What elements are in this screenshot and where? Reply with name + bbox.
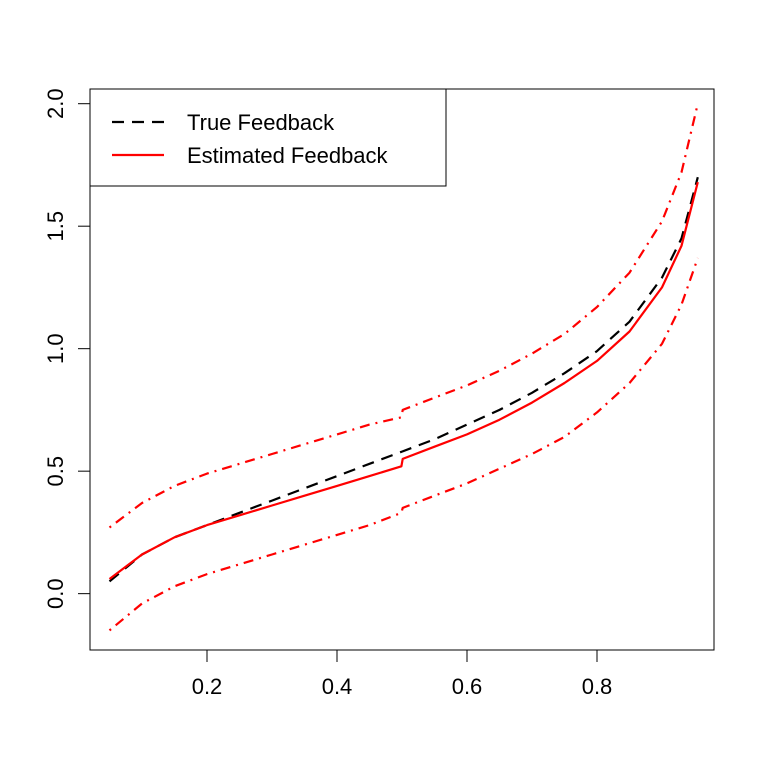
x-tick-label: 0.2 — [192, 674, 223, 699]
x-tick-label: 0.8 — [582, 674, 613, 699]
series-line-4 — [108, 257, 699, 632]
x-tick-label: 0.6 — [452, 674, 483, 699]
series-line-1 — [108, 176, 699, 583]
legend: True Feedback Estimated Feedback — [89, 88, 447, 187]
y-tick-label: 2.0 — [43, 88, 68, 119]
series-layer — [108, 103, 699, 632]
y-tick-label: 0.0 — [43, 578, 68, 609]
y-tick-label: 1.5 — [43, 211, 68, 242]
legend-label: True Feedback — [187, 110, 335, 135]
x-tick-label: 0.4 — [322, 674, 353, 699]
series-line-2 — [108, 181, 699, 580]
legend-label: Estimated Feedback — [187, 143, 389, 168]
y-tick-label: 0.5 — [43, 456, 68, 487]
y-axis: 0.0 0.5 1.0 1.5 2.0 — [43, 88, 91, 609]
series-line-3 — [108, 103, 699, 529]
y-tick-label: 1.0 — [43, 333, 68, 364]
x-axis: 0.2 0.4 0.6 0.8 — [192, 649, 613, 699]
axes: 0.2 0.4 0.6 0.8 0.0 0.5 1.0 1.5 2.0 — [43, 88, 715, 699]
legend-box — [89, 88, 447, 187]
